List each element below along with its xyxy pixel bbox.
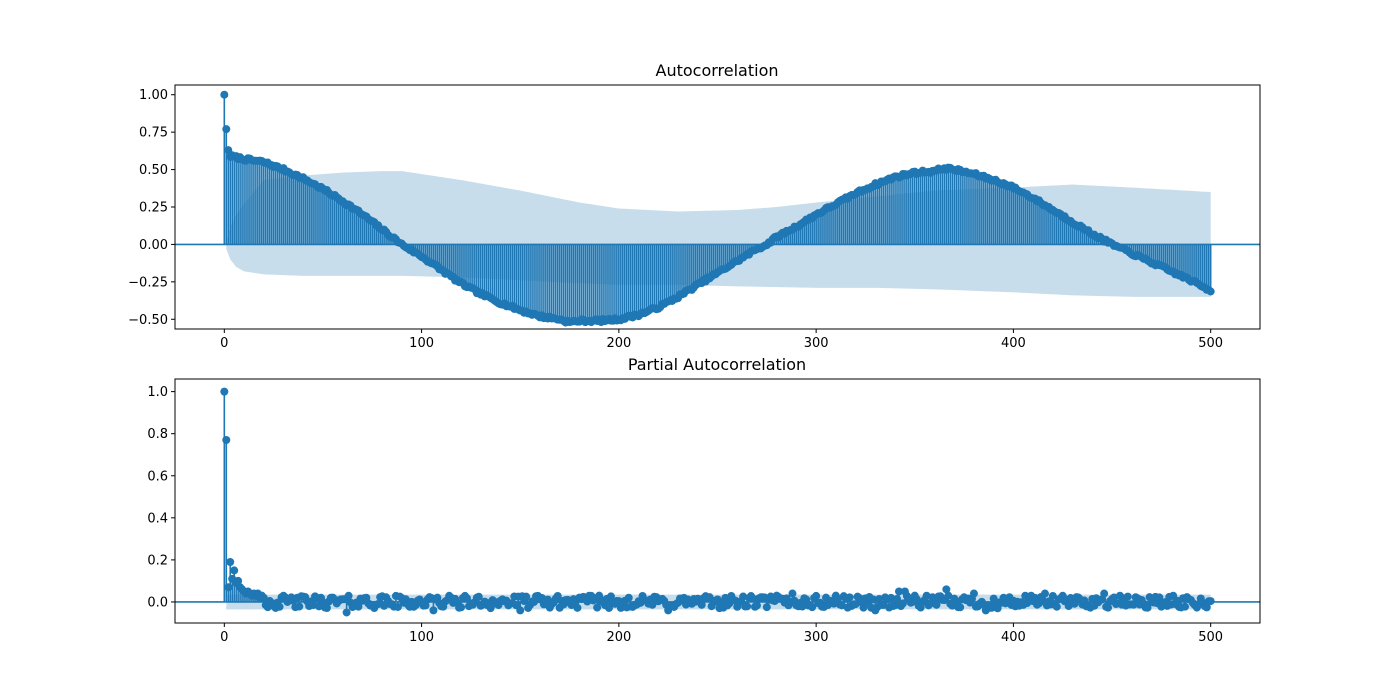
y-tick-label: 0.00: [139, 238, 168, 253]
lag-marker: [932, 600, 941, 609]
x-tick-label: 200: [606, 630, 631, 645]
lag-marker: [457, 603, 466, 612]
y-tick-label: 1.0: [147, 385, 168, 400]
lag-marker: [275, 602, 284, 611]
lag-marker: [752, 601, 761, 610]
lag-marker: [342, 608, 351, 617]
y-tick-label: −0.25: [128, 275, 168, 290]
lag-marker: [1123, 592, 1132, 601]
y-tick-label: 0.0: [147, 595, 168, 610]
lag-marker: [516, 606, 525, 615]
lag-marker: [1181, 602, 1190, 611]
acf-panel: Autocorrelation 0 100 200 300 400 500 −0.50 −0.…: [128, 61, 1261, 351]
lag-marker: [234, 576, 243, 585]
lag-marker: [808, 603, 817, 612]
lag-marker: [220, 90, 229, 99]
y-tick-label: 0.8: [147, 427, 168, 442]
x-tick-label: 300: [804, 630, 829, 645]
x-tick-label: 500: [1198, 630, 1223, 645]
lag-marker: [893, 594, 902, 603]
lag-marker: [762, 603, 771, 612]
lag-marker: [1206, 597, 1215, 606]
x-tick-label: 300: [804, 336, 829, 351]
lag-marker: [226, 558, 235, 566]
y-tick-label: 0.75: [139, 126, 168, 141]
y-tick-label: 0.50: [139, 163, 168, 178]
lag-marker: [224, 583, 233, 592]
acf-axes-frame: [174, 84, 1261, 330]
x-tick-label: 200: [606, 336, 631, 351]
lag-marker: [648, 600, 657, 609]
lag-marker: [1155, 593, 1164, 602]
lag-marker: [220, 387, 229, 396]
lag-marker: [222, 436, 231, 444]
x-tick-label: 0: [220, 630, 228, 645]
x-tick-label: 400: [1001, 336, 1026, 351]
y-tick-label: 1.00: [139, 88, 168, 103]
lag-marker: [322, 603, 331, 612]
y-tick-label: 0.4: [147, 511, 168, 526]
pacf-plot-area: [175, 387, 1260, 617]
lag-marker: [230, 566, 239, 575]
lag-marker: [1202, 603, 1211, 612]
lag-marker: [573, 603, 582, 612]
lag-marker: [593, 603, 602, 612]
lag-marker: [624, 593, 633, 602]
acf-title: Autocorrelation: [656, 61, 779, 80]
lag-marker: [393, 602, 402, 611]
x-tick-label: 100: [409, 336, 434, 351]
lag-marker: [295, 602, 304, 611]
lag-marker: [1048, 591, 1057, 600]
lag-marker: [697, 600, 706, 609]
lag-marker: [743, 602, 752, 611]
y-tick-label: 0.25: [139, 201, 168, 216]
lag-marker: [869, 595, 878, 604]
x-tick-label: 100: [409, 630, 434, 645]
pacf-title: Partial Autocorrelation: [628, 355, 806, 374]
acf-axis-ticks: 0 100 200 300 400 500 −0.50 −0.25 0.00 0.25 0.50 0.…: [128, 88, 1223, 351]
lag-marker: [969, 589, 978, 598]
lag-marker: [798, 602, 807, 611]
lag-marker: [606, 592, 615, 601]
lag-marker: [891, 601, 900, 610]
lag-marker: [942, 585, 951, 594]
lag-marker: [887, 593, 896, 602]
lag-marker: [474, 592, 483, 601]
acf-plot-area: [175, 90, 1260, 327]
lag-marker: [788, 589, 797, 598]
lag-marker: [259, 593, 268, 602]
lag-marker: [845, 593, 854, 602]
lag-marker: [1129, 600, 1138, 609]
lag-marker: [522, 592, 531, 601]
lag-marker: [812, 591, 821, 600]
pacf-panel: Partial Autocorrelation 0 100 200 300 400 500…: [147, 355, 1261, 645]
lag-marker: [222, 125, 231, 134]
pacf-axes-frame: [174, 378, 1261, 624]
lag-marker: [1143, 603, 1152, 612]
lag-marker: [354, 602, 363, 611]
lag-marker: [956, 603, 965, 612]
y-tick-label: 0.2: [147, 553, 168, 568]
lag-marker: [1070, 599, 1079, 608]
lag-marker: [749, 594, 758, 603]
lag-marker: [898, 599, 907, 608]
x-tick-label: 400: [1001, 630, 1026, 645]
lag-marker: [344, 591, 353, 600]
lag-marker: [1104, 603, 1113, 612]
x-tick-label: 500: [1198, 336, 1223, 351]
lag-marker: [429, 606, 438, 615]
lag-marker: [1100, 589, 1109, 598]
lag-marker: [1040, 589, 1049, 598]
lag-marker: [894, 587, 903, 596]
lag-marker: [1206, 287, 1215, 296]
y-tick-label: 0.6: [147, 469, 168, 484]
y-tick-label: −0.50: [128, 313, 168, 328]
lag-marker: [1052, 602, 1061, 611]
x-tick-label: 0: [220, 336, 228, 351]
pacf-axis-ticks: 0 100 200 300 400 500 0.0 0.2 0.4 0.6 0.8 1.0: [147, 385, 1223, 645]
lag-marker: [944, 591, 953, 600]
